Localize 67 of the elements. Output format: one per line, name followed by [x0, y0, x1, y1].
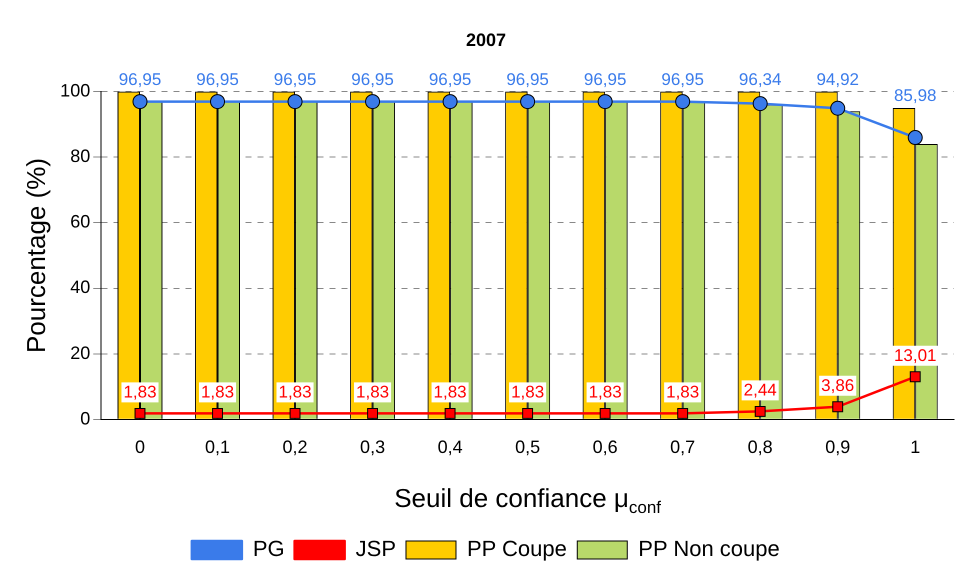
point: [598, 94, 613, 110]
data-label: 1,83: [200, 382, 234, 402]
data-label: 96,95: [661, 70, 704, 89]
data-label: 94,92: [816, 70, 859, 89]
y-tick-label: 0: [80, 408, 90, 428]
data-label: 13,01: [894, 346, 937, 365]
point: [444, 408, 456, 419]
point: [212, 408, 223, 419]
point: [832, 401, 844, 412]
data-label: 3,86: [821, 376, 854, 395]
point: [752, 96, 768, 112]
x-tick-label: 0,5: [515, 437, 540, 458]
legend-label: PP Coupe: [466, 536, 567, 562]
chart-title: 2007: [466, 30, 506, 50]
point: [522, 408, 534, 419]
data-label: 1,83: [278, 382, 312, 402]
x-tick-label: 0,4: [438, 437, 463, 458]
x-tick-label: 0,6: [592, 437, 618, 458]
point: [442, 94, 458, 110]
point: [520, 94, 536, 110]
x-tick-label: 0: [134, 437, 145, 458]
y-tick-label: 60: [70, 212, 90, 232]
x-tick-label: 0,9: [825, 437, 850, 458]
legend-label: PP Non coupe: [638, 536, 780, 562]
y-tick-label: 20: [70, 342, 90, 363]
point: [132, 94, 148, 110]
y-tick-label: 100: [60, 80, 90, 101]
point: [830, 100, 846, 116]
x-tick-label: 0,8: [748, 437, 773, 458]
point: [910, 371, 921, 382]
x-tick-label: 0,3: [360, 437, 386, 458]
point: [677, 408, 688, 419]
data-label: 1,83: [434, 382, 467, 402]
data-label: 96,95: [428, 70, 472, 89]
data-label: 96,95: [196, 70, 239, 89]
data-label: 1,83: [588, 382, 622, 402]
point: [288, 94, 303, 110]
point: [908, 130, 923, 146]
point: [365, 94, 380, 110]
legend-label: JSP: [356, 536, 396, 562]
data-label: 96,95: [584, 70, 626, 89]
y-tick-label: 40: [70, 277, 90, 298]
data-label: 96,95: [506, 70, 549, 89]
x-tick-label: 1: [910, 437, 920, 458]
legend-label: PG: [252, 536, 285, 562]
x-tick-label: 0,1: [205, 437, 230, 458]
data-label: 2,44: [744, 380, 777, 400]
x-tick-label: 0,2: [282, 437, 308, 458]
data-label: 85,98: [894, 86, 937, 106]
x-tick-label: 0,7: [670, 437, 696, 458]
y-axis-title: Pourcentage (%): [20, 158, 51, 354]
data-label: 1,83: [123, 382, 157, 402]
point: [134, 408, 146, 419]
point: [600, 408, 611, 419]
data-label: 96,95: [351, 70, 394, 89]
data-label: 1,83: [666, 382, 700, 402]
point: [675, 94, 690, 110]
point: [754, 406, 766, 417]
data-label: 96,95: [118, 70, 162, 89]
data-label: 96,34: [738, 70, 782, 89]
point: [290, 408, 300, 419]
point: [210, 94, 226, 110]
y-tick-label: 80: [70, 146, 90, 166]
data-label: 96,95: [274, 70, 316, 89]
point: [367, 408, 378, 419]
data-label: 1,83: [356, 382, 390, 402]
data-label: 1,83: [511, 382, 544, 402]
